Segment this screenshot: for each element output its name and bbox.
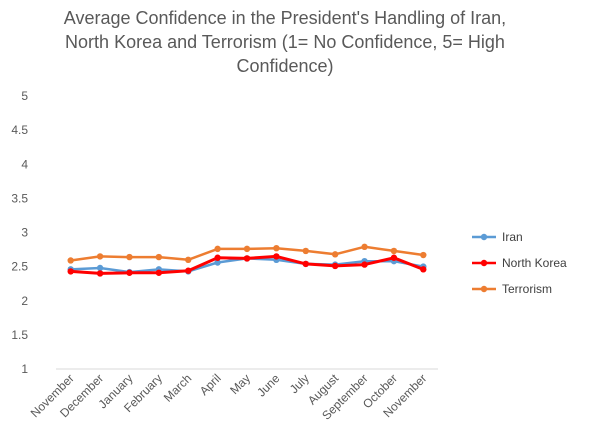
y-tick-label: 1 — [21, 362, 28, 376]
y-tick-label: 2 — [21, 294, 28, 308]
legend-swatch-marker — [480, 285, 488, 293]
data-point — [273, 244, 280, 252]
legend-label: Terrorism — [502, 282, 552, 296]
data-point — [185, 267, 192, 274]
data-point — [390, 254, 398, 261]
data-point — [361, 243, 368, 251]
x-tick-label: March — [161, 371, 194, 404]
y-tick-label: 4 — [21, 157, 28, 171]
data-point — [390, 247, 398, 255]
data-point — [126, 253, 133, 261]
legend-swatch-marker — [480, 259, 488, 267]
y-tick-label: 4.5 — [11, 123, 28, 137]
legend-swatch-marker — [480, 233, 488, 241]
data-point — [361, 261, 368, 268]
chart-title: Average Confidence in the President's Ha… — [63, 8, 507, 76]
data-point — [214, 245, 221, 253]
legend-label: Iran — [502, 230, 523, 244]
data-point — [155, 253, 163, 261]
data-point — [67, 268, 74, 275]
data-point — [273, 253, 280, 260]
x-tick-label: April — [197, 371, 224, 398]
x-tick-label: July — [287, 371, 312, 396]
y-tick-label: 1.5 — [11, 328, 28, 342]
data-point — [126, 269, 133, 276]
x-tick-label: May — [227, 371, 253, 397]
y-tick-label: 3 — [21, 226, 28, 240]
data-point — [67, 257, 74, 264]
data-point — [96, 253, 104, 260]
data-point — [96, 264, 104, 272]
data-point — [420, 266, 427, 273]
data-point — [243, 245, 251, 253]
data-point — [331, 262, 339, 270]
data-point — [302, 260, 309, 268]
x-tick-label: June — [254, 371, 283, 400]
data-point — [96, 270, 104, 277]
data-point — [214, 254, 221, 261]
data-point — [185, 256, 192, 263]
data-point — [155, 269, 163, 276]
data-point — [302, 247, 309, 255]
data-point — [214, 259, 221, 266]
y-tick-label: 5 — [21, 89, 28, 103]
data-point — [243, 255, 251, 262]
y-tick-label: 2.5 — [11, 260, 28, 274]
legend-label: North Korea — [502, 256, 567, 270]
y-tick-label: 3.5 — [11, 191, 28, 205]
data-point — [420, 251, 427, 259]
data-point — [331, 251, 339, 258]
